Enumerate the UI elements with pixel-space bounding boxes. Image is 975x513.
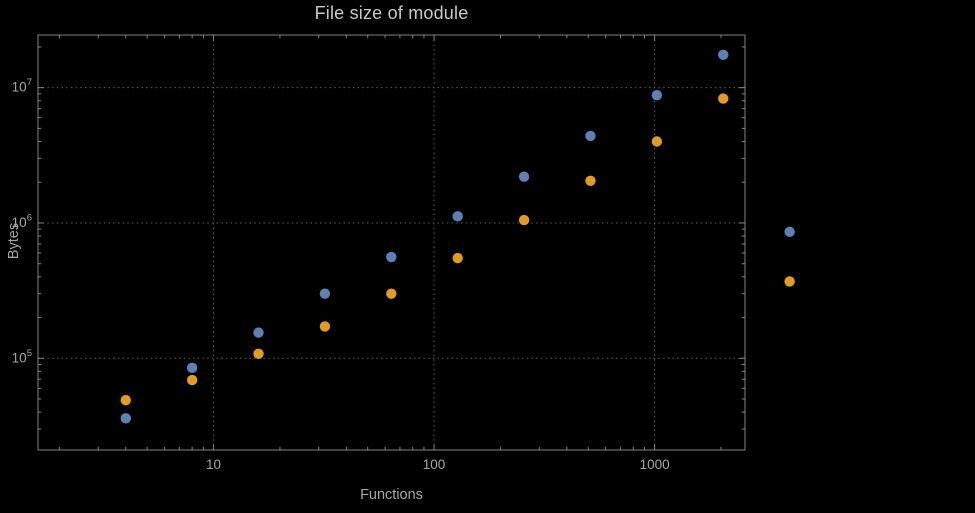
data-point-series-2 xyxy=(651,136,663,147)
y-tick-label: 105 xyxy=(12,348,32,366)
data-point-series-2 xyxy=(718,93,729,104)
data-point-series-1 xyxy=(718,49,729,60)
x-tick-label: 10 xyxy=(206,457,221,472)
data-point-series-2 xyxy=(784,276,795,287)
x-axis-label: Functions xyxy=(360,487,423,503)
plot-frame xyxy=(37,34,746,451)
chart-title: File size of module xyxy=(314,3,469,23)
data-point-series-2 xyxy=(319,321,331,332)
data-point-series-2 xyxy=(585,175,596,186)
data-point-series-1 xyxy=(784,226,795,238)
data-point-series-1 xyxy=(120,413,131,424)
x-tick-label: 1000 xyxy=(640,457,670,472)
data-point-series-1 xyxy=(452,211,463,222)
data-point-series-2 xyxy=(518,214,530,226)
data-point-series-2 xyxy=(452,252,463,264)
data-point-series-1 xyxy=(651,89,663,101)
data-point-series-1 xyxy=(585,130,596,142)
data-point-series-2 xyxy=(386,288,397,299)
y-tick-label: 106 xyxy=(12,212,32,230)
x-tick-label: 100 xyxy=(423,457,446,472)
y-tick-label: 107 xyxy=(12,77,32,95)
data-point-series-2 xyxy=(253,348,264,359)
data-point-series-1 xyxy=(186,362,198,374)
data-point-series-1 xyxy=(319,288,331,299)
data-point-series-1 xyxy=(386,251,397,263)
data-point-series-2 xyxy=(120,395,131,406)
data-point-series-1 xyxy=(518,171,530,182)
data-point-series-2 xyxy=(186,374,198,386)
data-point-series-1 xyxy=(253,327,264,338)
